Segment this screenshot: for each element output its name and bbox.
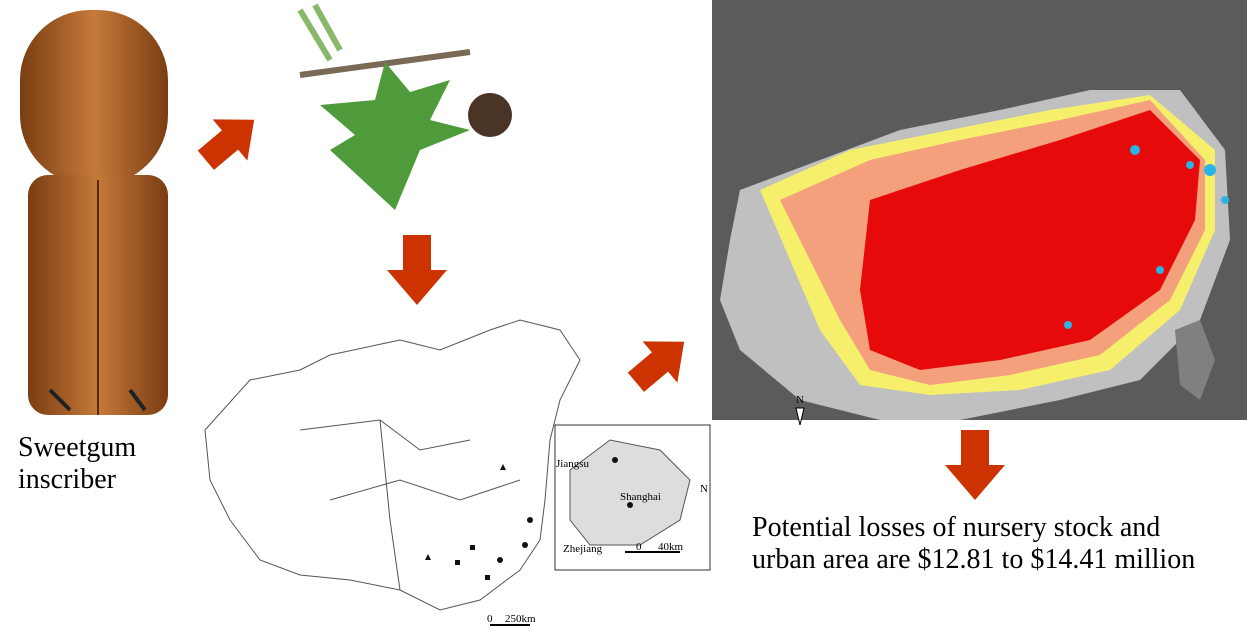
inset-label: Shanghai	[620, 491, 661, 503]
beetle-photo	[20, 10, 168, 415]
inset-label: Zhejiang	[563, 543, 603, 555]
distribution-map	[204, 319, 711, 626]
inset-label: Jiangsu	[556, 458, 590, 470]
conclusion: Potential losses of nursery stock and ur…	[752, 512, 1196, 575]
north-label: N	[796, 394, 804, 406]
north-label: N	[700, 483, 708, 495]
leaf-photo	[297, 3, 512, 210]
scale-label: 250km	[505, 613, 536, 625]
scale-label: 0	[487, 613, 493, 625]
beetle-caption: Sweetgum inscriber	[18, 432, 137, 495]
risk-map	[712, 0, 1247, 426]
scale-label: 0	[636, 541, 642, 553]
scale-label: 40km	[658, 541, 684, 553]
